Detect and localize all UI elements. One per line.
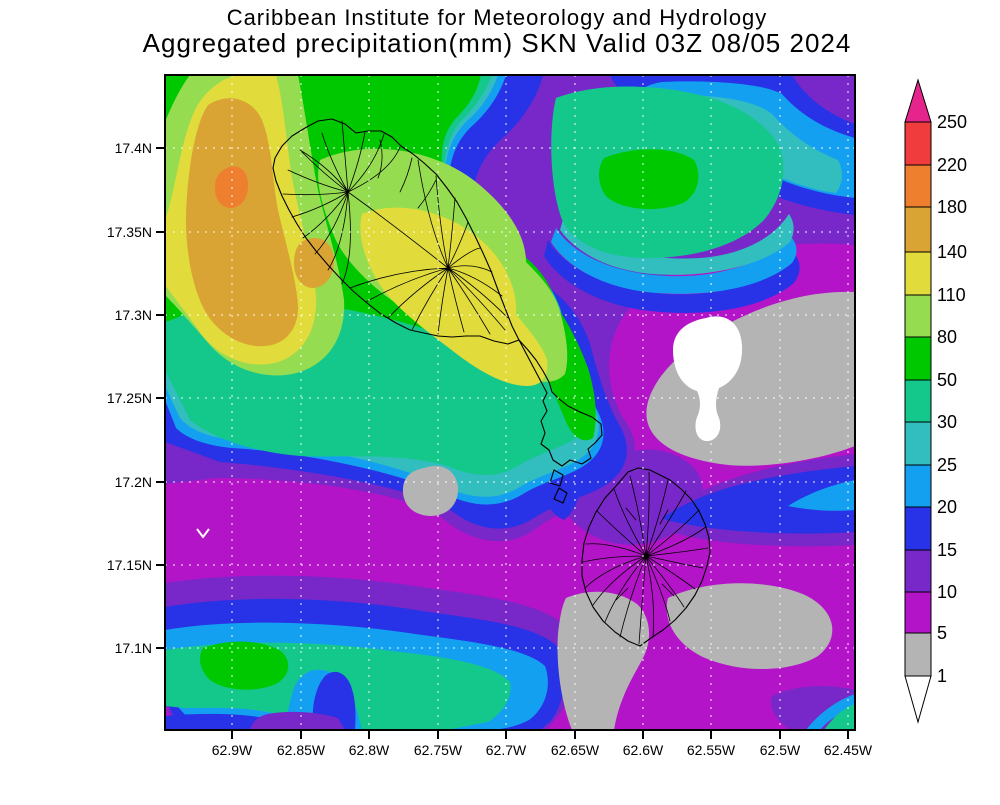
colorbar-swatch: [904, 121, 932, 166]
colorbar-swatch: [904, 421, 932, 466]
colorbar-swatch: [904, 294, 932, 338]
contour-teal-band-s-of-npeak: [560, 214, 794, 275]
y-tick-label: 17.35N: [107, 224, 152, 240]
colorbar-label: 25: [937, 455, 957, 475]
x-axis: 62.9W 62.85W 62.8W 62.75W 62.7W 62.65W 6…: [212, 730, 873, 758]
x-tick-label: 62.75W: [414, 742, 463, 758]
colorbar-label: 20: [937, 497, 957, 517]
st-kitts-coastline: [272, 118, 520, 345]
contour-orange-spot: [214, 166, 249, 208]
x-tick-label: 62.55W: [687, 742, 736, 758]
contour-tan-nw: [186, 98, 299, 347]
contour-lblue-corner: [806, 694, 855, 730]
x-tick-label: 62.7W: [486, 742, 527, 758]
plot-frame: [164, 74, 856, 731]
y-tick-label: 17.4N: [115, 140, 152, 156]
grid-lines: [165, 75, 855, 730]
colorbar-above-max-arrow: [904, 78, 932, 123]
colorbar-label: 1: [937, 666, 947, 686]
colorbar-label: 140: [937, 242, 967, 262]
x-axis-ticks: [231, 730, 849, 739]
y-tick-label: 17.25N: [107, 390, 152, 406]
x-tick-label: 62.65W: [551, 742, 600, 758]
colorbar-label: 250: [937, 112, 967, 132]
colorbar-swatch: [904, 506, 932, 551]
y-tick-label: 17.3N: [115, 307, 152, 323]
x-tick-label: 62.9W: [212, 742, 253, 758]
colorbar-label: 15: [937, 540, 957, 560]
y-tick-label: 17.15N: [107, 557, 152, 573]
nevis-coastline: [581, 467, 711, 647]
colorbar-swatch: [904, 379, 932, 423]
x-tick-label: 62.5W: [760, 742, 801, 758]
gray-sw-of-nevis: [557, 591, 650, 730]
contour-tealgreen-corner: [824, 704, 855, 730]
colorbar-label: 180: [937, 197, 967, 217]
grid-horizontal-lines: [165, 147, 855, 649]
colorbar-swatch: [904, 591, 932, 634]
y-axis-ticks: [156, 147, 165, 649]
contour-blue-east-band: [662, 466, 855, 534]
contour-purple-bottom-pocket: [250, 711, 345, 730]
colorbar-swatch: [904, 464, 932, 508]
y-tick-label: 17.1N: [115, 640, 152, 656]
st-kitts-peninsula: [518, 339, 603, 504]
gray-disk-center: [402, 466, 459, 516]
contour-green-sw-core: [200, 641, 289, 690]
x-tick-label: 62.8W: [349, 742, 390, 758]
contour-green-north-core: [598, 149, 699, 210]
colorbar-swatch: [904, 251, 932, 296]
islands: [272, 118, 711, 647]
contour-tan-island-spot: [293, 238, 335, 288]
x-tick-label: 62.85W: [277, 742, 326, 758]
colorbar-label: 220: [937, 155, 967, 175]
figure-title-line1: Caribbean Institute for Meteorology and …: [227, 5, 768, 30]
st-kitts-drainage-network: [282, 120, 509, 335]
colorbar-swatch: [904, 206, 932, 253]
colorbar-swatch: [904, 164, 932, 208]
colorbar-swatch: [904, 336, 932, 381]
colorbar-swatch: [904, 632, 932, 677]
colorbar-label: 30: [937, 412, 957, 432]
colorbar-label: 5: [937, 623, 947, 643]
y-tick-label: 17.2N: [115, 474, 152, 490]
colorbar-label: 80: [937, 327, 957, 347]
white-minimum-balloon: [673, 316, 743, 441]
nevis-drainage-network: [582, 471, 709, 645]
colorbar-swatch: [904, 549, 932, 593]
colorbar-below-min-arrow: [904, 675, 932, 724]
x-tick-label: 62.6W: [623, 742, 664, 758]
contour-lblue-band-s-of-npeak: [551, 228, 797, 294]
y-axis: 17.4N 17.35N 17.3N 17.25N 17.2N 17.15N 1…: [107, 140, 165, 656]
contour-blue-band-s-of-npeak: [544, 240, 800, 313]
colorbar-label: 110: [937, 285, 966, 305]
figure-title-line2: Aggregated precipitation(mm) SKN Valid 0…: [143, 28, 852, 58]
colorbar-label: 50: [937, 370, 957, 390]
contour-lblue-east-spot: [788, 480, 855, 511]
x-tick-label: 62.45W: [824, 742, 873, 758]
contour-yellow-island: [360, 207, 548, 386]
white-marker-chevron: [196, 528, 210, 539]
contour-field: [165, 75, 855, 730]
colorbar: 250 220 180 140 110 80 50 30 25 20 15 10…: [904, 78, 967, 724]
colorbar-label: 10: [937, 582, 957, 602]
